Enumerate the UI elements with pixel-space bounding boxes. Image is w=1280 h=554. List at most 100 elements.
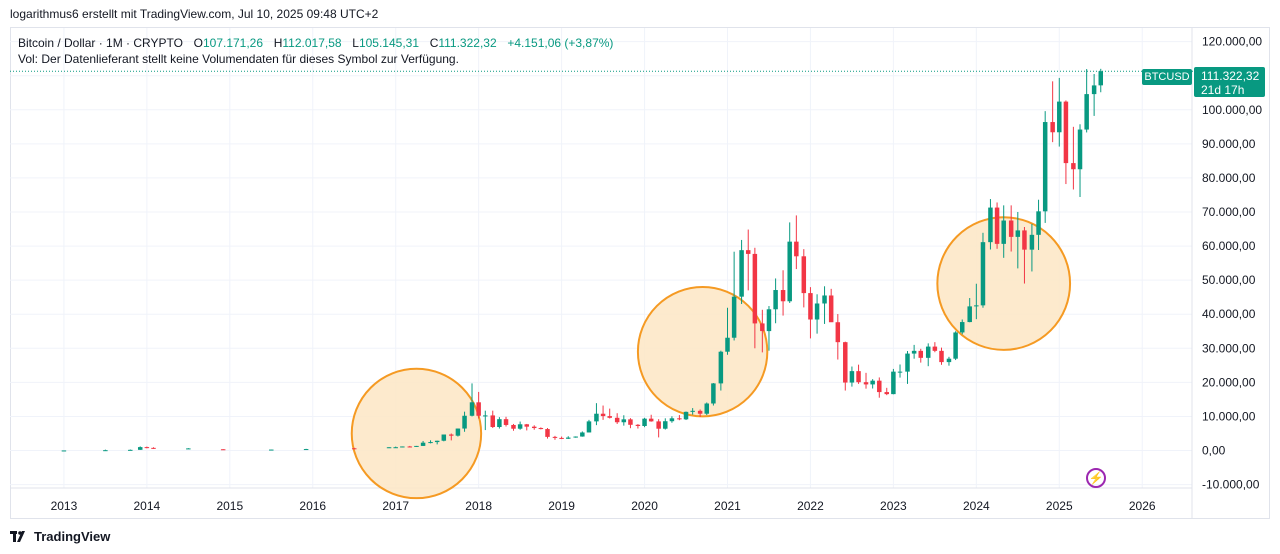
- candle-body: [911, 350, 917, 354]
- x-tick-label: 2015: [216, 499, 243, 513]
- candle-body: [531, 426, 537, 429]
- candle-body: [745, 250, 751, 254]
- x-tick-label: 2026: [1129, 499, 1156, 513]
- candle-body: [988, 207, 993, 243]
- candle-body: [683, 411, 689, 420]
- candle-body: [663, 421, 668, 429]
- tradingview-brand[interactable]: TradingView: [34, 529, 111, 544]
- tradingview-logo-icon: [10, 530, 25, 542]
- candle-body: [573, 436, 578, 438]
- candle-body: [814, 303, 820, 320]
- candle-body: [524, 424, 530, 427]
- candle-body: [559, 437, 564, 439]
- candle-body: [469, 402, 475, 416]
- candle-body: [1057, 101, 1062, 133]
- symbol-line[interactable]: Bitcoin / Dollar · 1M · CRYPTO: [18, 36, 183, 50]
- y-tick-label: 50.000,00: [1202, 273, 1256, 287]
- candle-body: [835, 322, 841, 343]
- x-tick-label: 2013: [51, 499, 78, 513]
- candle-body: [953, 332, 958, 359]
- candle-body: [428, 442, 433, 444]
- x-tick-label: 2023: [880, 499, 907, 513]
- last-price-tag: 111.322,32 21d 17h: [1194, 67, 1265, 97]
- candle-body: [490, 415, 496, 428]
- candle-body: [877, 380, 882, 393]
- candle-body: [648, 418, 654, 422]
- x-tick-label: 2022: [797, 499, 824, 513]
- candle-body: [677, 418, 682, 420]
- candle-body: [497, 419, 502, 428]
- y-tick-label: 60.000,00: [1202, 239, 1256, 253]
- candle-body: [739, 250, 744, 297]
- candle-body: [897, 371, 903, 373]
- candle-body: [1071, 163, 1076, 170]
- candle-body: [538, 428, 544, 430]
- y-tick-label: 40.000,00: [1202, 307, 1256, 321]
- candle-body: [808, 293, 813, 320]
- candle-countdown: 21d 17h: [1201, 83, 1245, 97]
- y-tick-label: 90.000,00: [1202, 137, 1256, 151]
- candle-body: [151, 447, 156, 449]
- volume-note: Vol: Der Datenlieferant stellt keine Vol…: [18, 52, 459, 66]
- y-tick-label: 20.000,00: [1202, 375, 1256, 389]
- last-price-value: 111.322,32: [1201, 69, 1260, 83]
- y-tick-label: 70.000,00: [1202, 205, 1256, 219]
- candle-body: [1098, 71, 1104, 86]
- candle-body: [939, 350, 944, 363]
- candle-body: [511, 424, 516, 429]
- candle-body: [801, 256, 807, 294]
- candle-body: [884, 392, 890, 395]
- candle-body: [144, 447, 150, 449]
- candle-body: [420, 442, 426, 446]
- lightning-bolt-icon[interactable]: ⚡: [1086, 468, 1106, 488]
- high-value: 112.017,58: [282, 36, 342, 50]
- candle-body: [656, 421, 661, 429]
- x-tick-label: 2019: [548, 499, 575, 513]
- candle-body: [932, 346, 938, 351]
- candle-body: [600, 413, 606, 417]
- y-tick-label: 100.000,00: [1202, 103, 1262, 117]
- candle-body: [697, 410, 703, 414]
- candle-body: [476, 402, 481, 416]
- candle-body: [552, 436, 558, 438]
- candle-body: [483, 415, 488, 417]
- close-label: C: [429, 36, 439, 50]
- candle-body: [994, 207, 1000, 244]
- candle-body: [870, 380, 875, 385]
- candle-body: [186, 448, 191, 450]
- candle-body: [752, 253, 758, 324]
- candle-body: [414, 445, 419, 447]
- candle-body: [303, 449, 309, 451]
- candle-body: [918, 350, 924, 358]
- candle-body: [891, 371, 896, 395]
- symbol-price-tag: BTCUSD: [1142, 69, 1192, 85]
- high-label: H: [273, 36, 283, 50]
- candle-body: [393, 447, 398, 449]
- candle-body: [1084, 94, 1089, 130]
- candle-body: [455, 428, 461, 436]
- candle-body: [974, 305, 979, 307]
- low-label: L: [352, 36, 359, 50]
- candle-body: [959, 322, 965, 333]
- candle-body: [725, 337, 730, 352]
- highlight-circle: [636, 286, 769, 418]
- candle-body: [503, 419, 509, 425]
- close-value: 111.322,32: [438, 36, 497, 50]
- candle-body: [704, 403, 710, 414]
- candle-body: [905, 353, 910, 372]
- candle-body: [1050, 122, 1055, 133]
- candle-body: [128, 449, 133, 451]
- low-value: 105.145,31: [358, 36, 419, 50]
- candle-body: [594, 413, 599, 422]
- candle-body: [565, 437, 571, 439]
- candle-body: [607, 416, 612, 418]
- candle-body: [635, 424, 641, 426]
- y-tick-label: 80.000,00: [1202, 171, 1256, 185]
- candle-body: [669, 418, 675, 422]
- candle-body: [787, 241, 792, 302]
- candle-body: [980, 242, 986, 306]
- chart-caption: logarithmus6 erstellt mit TradingView.co…: [10, 7, 379, 21]
- candle-body: [773, 290, 778, 310]
- candle-body: [1042, 122, 1048, 212]
- candle-body: [1022, 230, 1027, 250]
